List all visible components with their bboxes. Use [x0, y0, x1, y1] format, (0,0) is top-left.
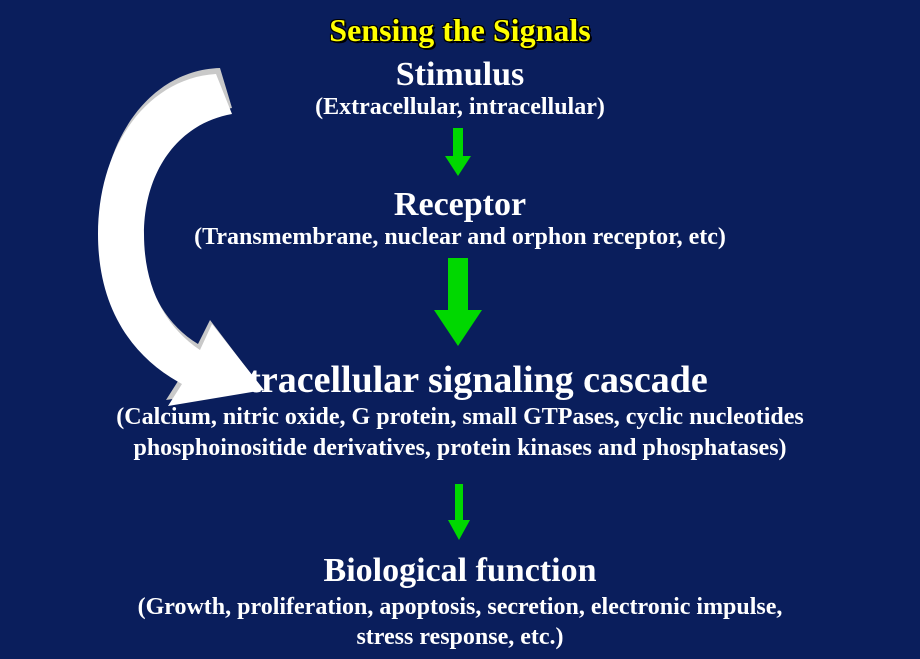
node-biofunction-sub: (Growth, proliferation, apoptosis, secre… [0, 592, 920, 652]
node-receptor-main: Receptor [0, 186, 920, 224]
node-stimulus-sub: (Extracellular, intracellular) [0, 94, 920, 121]
node-receptor-sub: (Transmembrane, nuclear and orphon recep… [0, 224, 920, 251]
down-arrow-icon [448, 484, 470, 540]
node-biofunction-main: Biological function [0, 552, 920, 590]
down-arrow-icon [445, 128, 471, 176]
node-cascade-sub: (Calcium, nitric oxide, G protein, small… [0, 402, 920, 464]
slide-title: Sensing the Signals [0, 12, 920, 49]
node-cascade-main: Intracellular signaling cascade [0, 358, 920, 402]
slide: Sensing the Signals Stimulus (Extracellu… [0, 0, 920, 659]
down-arrow-icon [434, 258, 482, 346]
node-stimulus-main: Stimulus [0, 56, 920, 94]
